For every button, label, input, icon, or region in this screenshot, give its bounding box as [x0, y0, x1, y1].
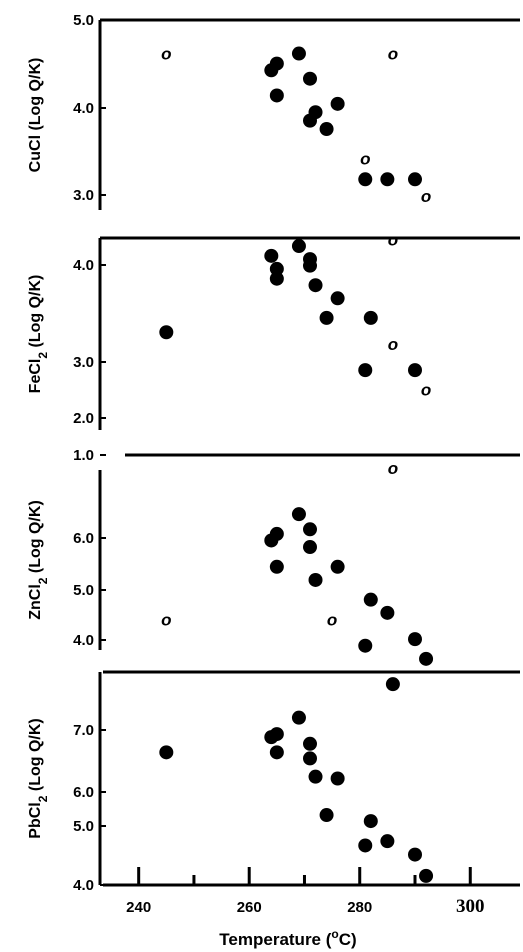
y-tick-label: 7.0: [73, 722, 94, 739]
data-point-open: o: [161, 45, 171, 64]
x-axis-label: Temperature (oC): [219, 927, 356, 949]
data-point-filled: [319, 310, 334, 325]
x-tick-label: 280: [347, 899, 372, 916]
data-point-filled: [269, 261, 284, 276]
y-tick-label: 3.0: [73, 354, 94, 371]
data-point-filled: [363, 310, 378, 325]
y-tick-label: 1.0: [73, 447, 94, 464]
data-point-filled: [303, 522, 317, 537]
data-point-filled: [408, 172, 422, 187]
y-tick-label: 5.0: [73, 582, 94, 599]
data-point-filled: [408, 632, 422, 647]
data-point-filled: [380, 834, 395, 849]
data-point-filled: [319, 122, 334, 136]
data-point-filled: [291, 46, 306, 61]
data-point-filled: [408, 363, 422, 378]
y-tick-label: 4.0: [73, 632, 94, 649]
data-point-filled: [419, 651, 434, 666]
data-point-filled: [408, 847, 422, 862]
panel-2: 4.0 3.0 2.0 1.0 FeCl2 (Log Q/K) o o o: [27, 231, 431, 464]
data-point-filled: [269, 727, 284, 742]
data-point-filled: [269, 271, 284, 286]
data-point-filled: [269, 526, 284, 541]
y-tick-label: 4.0: [73, 257, 94, 274]
data-point-filled: [291, 710, 306, 725]
data-point-filled: [358, 638, 373, 653]
data-point-filled: [303, 751, 317, 766]
data-point-filled: [269, 745, 284, 760]
y-tick-label: 4.0: [73, 100, 94, 117]
data-point-filled: [269, 56, 284, 71]
chart-panels: 5.0 4.0 3.0 CuCl (Log Q/K) o o o o 4.0 3.0 2.0 1.0 F…: [27, 12, 434, 894]
data-point-open: o: [327, 610, 337, 629]
data-point-open: o: [388, 459, 398, 478]
y-tick-label: 3.0: [73, 187, 94, 204]
data-point-filled: [159, 745, 174, 760]
data-point-filled: [330, 291, 345, 306]
panel-1: 5.0 4.0 3.0 CuCl (Log Q/K) o o o o: [27, 12, 431, 210]
y-tick-label: 6.0: [73, 784, 94, 801]
data-point-filled: [330, 771, 345, 786]
data-point-filled: [291, 507, 306, 522]
data-point-filled: [380, 605, 395, 620]
data-point-open: o: [388, 231, 398, 250]
data-point-filled: [330, 96, 345, 111]
data-point-filled: [308, 769, 323, 784]
data-point-filled: [264, 248, 279, 263]
x-tick-label: 300: [456, 896, 485, 917]
data-point-filled: [358, 363, 373, 378]
data-point-filled: [159, 325, 174, 340]
data-point-filled: [303, 736, 317, 751]
data-point-open: o: [388, 45, 398, 64]
data-point-filled: [308, 278, 323, 293]
y-tick-label: 4.0: [73, 877, 94, 894]
panel-3: 6.0 5.0 4.0 ZnCl2 (Log Q/K) o o o: [27, 459, 434, 666]
data-point-filled: [419, 868, 434, 883]
panel-4: 7.0 6.0 5.0 4.0 PbCl2 (Log Q/K): [27, 672, 434, 894]
data-point-open: o: [388, 335, 398, 354]
y-tick-label: 5.0: [73, 12, 94, 29]
data-point-open: o: [360, 149, 370, 168]
data-point-filled: [319, 808, 334, 823]
x-tick-label: 260: [237, 899, 262, 916]
data-point-filled: [269, 88, 284, 103]
data-point-filled: [303, 71, 317, 86]
data-point-filled: [308, 572, 323, 587]
y-axis-label: ZnCl2 (Log Q/K): [27, 500, 50, 620]
data-point-filled: [303, 113, 317, 128]
data-point-filled: [303, 252, 317, 267]
x-tick-label: 240: [126, 899, 151, 916]
data-point-filled: [363, 592, 378, 607]
chart-frame: [100, 18, 520, 674]
data-point-filled: [358, 838, 373, 853]
y-tick-label: 6.0: [73, 530, 94, 547]
data-point-filled: [358, 172, 373, 187]
data-point-filled: [269, 559, 284, 574]
data-point-filled: [380, 172, 395, 187]
y-tick-label: 5.0: [73, 818, 94, 835]
y-axis-label: CuCl (Log Q/K): [27, 58, 44, 173]
y-axis-label: FeCl2 (Log Q/K): [27, 275, 50, 394]
data-point-open: o: [421, 187, 431, 206]
data-point-filled: [330, 559, 345, 574]
data-point-open: o: [421, 381, 431, 400]
data-point-open: o: [161, 610, 171, 629]
data-point-filled: [363, 814, 378, 829]
data-point-filled: [385, 677, 400, 692]
y-tick-label: 2.0: [73, 410, 94, 427]
data-point-filled: [291, 239, 306, 254]
data-point-filled: [303, 540, 317, 555]
y-axis-label: PbCl2 (Log Q/K): [27, 718, 50, 838]
x-axis: 240 260 280 300 Temperature (oC): [103, 867, 520, 949]
